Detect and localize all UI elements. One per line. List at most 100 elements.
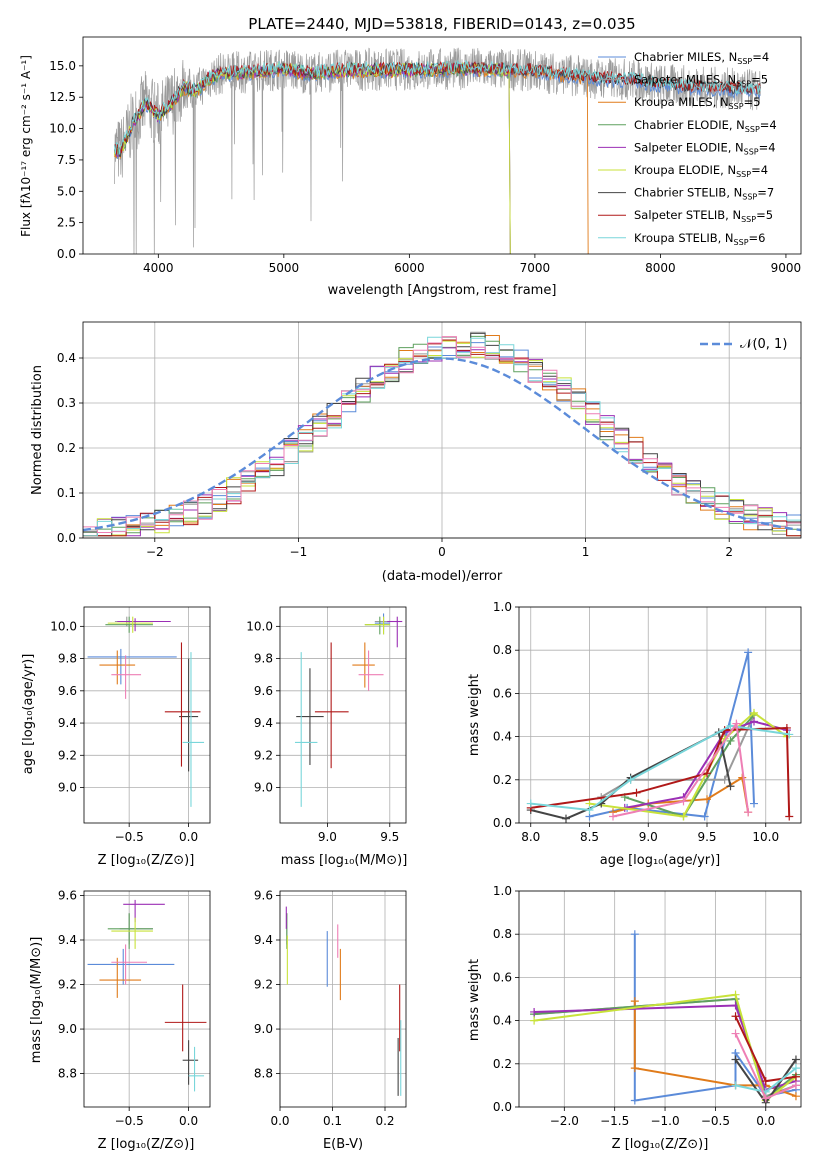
weight-lines — [526, 648, 794, 823]
y-tick-label: 10.0 — [50, 619, 77, 633]
weight-marker — [785, 730, 794, 739]
legend-entry: Chabrier STELIB, NSSP=7 — [634, 186, 774, 202]
spectrum-legend: Chabrier MILES, NSSP=4 Salpeter MILES, NS… — [598, 50, 777, 247]
axes-frame — [518, 890, 802, 1108]
weight-marker — [750, 717, 758, 726]
errorbar-points — [87, 899, 207, 1092]
spectrum-data-line — [114, 47, 761, 254]
y-tick-label: 9.4 — [254, 933, 273, 947]
y-tick-label: 9.2 — [58, 748, 77, 762]
errorbar-points — [285, 906, 402, 1096]
y-tick-label: 0.0 — [57, 247, 76, 261]
weight-marker — [750, 708, 758, 717]
y-tick-label: 9.0 — [254, 1022, 273, 1036]
axes-frame — [82, 36, 802, 255]
x-tick-label: −1.0 — [650, 1114, 679, 1128]
x-tick-label: 0.1 — [323, 1114, 342, 1128]
weight-marker — [632, 788, 641, 797]
y-tick-label: 0.0 — [57, 531, 76, 545]
residuals-legend-label: 𝒩(0, 1) — [740, 337, 787, 352]
weight-z-ylabel: mass weight — [467, 959, 482, 1041]
x-tick-label: 8.5 — [580, 830, 599, 844]
axes-frame — [279, 890, 407, 1108]
y-tick-label: 9.0 — [58, 1022, 77, 1036]
model-line-kroupa-stelib — [113, 59, 761, 155]
legend-entry: Salpeter STELIB, NSSP=5 — [634, 208, 773, 224]
x-tick-label: −0.5 — [701, 1114, 730, 1128]
weight-marker — [791, 1072, 800, 1081]
chart-title: PLATE=2440, MJD=53818, FIBERID=0143, z=0… — [248, 15, 635, 33]
y-tick-label: 8.8 — [58, 1067, 77, 1081]
weight-marker — [720, 775, 729, 784]
x-tick-label: 0.0 — [179, 1114, 198, 1128]
y-tick-label: 9.4 — [58, 716, 77, 730]
weight-marker — [785, 812, 794, 821]
legend-entry: Chabrier ELODIE, NSSP=4 — [634, 118, 777, 134]
x-tick-label: 6000 — [394, 261, 425, 275]
x-tick-label: 4000 — [143, 261, 174, 275]
legend-entry: Kroupa STELIB, NSSP=6 — [634, 231, 765, 247]
x-tick-label: 9.0 — [639, 830, 658, 844]
legend-entry: Salpeter MILES, NSSP=5 — [634, 73, 768, 89]
y-tick-label: 1.0 — [493, 600, 512, 614]
x-tick-label: 8.0 — [521, 830, 540, 844]
y-tick-label: 9.2 — [254, 748, 273, 762]
weight-line-kroupa-stelib — [530, 724, 790, 812]
y-tick-label: 9.6 — [254, 684, 273, 698]
weight-marker — [726, 721, 735, 730]
errorbar-points — [87, 616, 205, 807]
x-tick-label: 2 — [725, 545, 733, 559]
axes-frame — [279, 606, 407, 824]
weight-marker — [782, 723, 791, 732]
x-tick-label: 9000 — [771, 261, 802, 275]
weight-marker — [530, 1007, 539, 1016]
y-tick-label: 9.4 — [58, 933, 77, 947]
y-tick-label: 0.4 — [493, 730, 512, 744]
histograms — [82, 331, 802, 537]
weight-marker — [700, 812, 709, 821]
weight-age-xlabel: age [log₁₀(age/yr)] — [600, 853, 721, 868]
weight-marker — [609, 812, 617, 821]
axes-frame — [83, 890, 211, 1108]
x-tick-label: −1.5 — [600, 1114, 629, 1128]
age-z-ylabel: age [log₁₀(age/yr)] — [21, 654, 36, 775]
weight-age-ylabel: mass weight — [467, 674, 482, 756]
spectrum-ylabel: Flux [fλ10⁻¹⁷ erg cm⁻² s⁻¹ A⁻¹] — [19, 55, 33, 237]
y-tick-label: 0.0 — [493, 1100, 512, 1114]
x-tick-label: 5000 — [269, 261, 300, 275]
y-tick-label: 9.8 — [58, 652, 77, 666]
x-tick-label: 1 — [582, 545, 590, 559]
weight-marker — [630, 930, 639, 939]
age-mass-xlabel: mass [log₁₀(M/M⊙)] — [281, 853, 408, 868]
y-tick-label: 9.6 — [58, 888, 77, 902]
mass-z-xlabel: Z [log₁₀(Z/Z⊙)] — [98, 1137, 195, 1152]
weight-marker — [626, 775, 635, 784]
weight-marker — [732, 719, 741, 728]
weight-marker — [530, 1016, 539, 1025]
y-tick-label: 15.0 — [49, 59, 76, 73]
y-tick-label: 0.2 — [493, 773, 512, 787]
y-tick-label: 0.6 — [493, 686, 512, 700]
y-tick-label: 9.0 — [58, 781, 77, 795]
x-tick-label: 9.5 — [697, 830, 716, 844]
mass-ebv-xlabel: E(B-V) — [323, 1137, 363, 1152]
weight-marker — [726, 782, 735, 791]
y-tick-label: 9.2 — [254, 978, 273, 992]
y-tick-label: 0.4 — [493, 1014, 512, 1028]
y-tick-label: 9.6 — [58, 684, 77, 698]
y-tick-label: 0.3 — [57, 396, 76, 410]
y-tick-label: 9.0 — [254, 781, 273, 795]
weight-line-salpeter-stelib — [530, 726, 791, 817]
weight-marker — [526, 799, 535, 808]
y-tick-label: 0.2 — [57, 441, 76, 455]
y-tick-label: 0.0 — [493, 816, 512, 830]
weight-marker — [791, 1055, 800, 1064]
legend-entry: Kroupa MILES, NSSP=5 — [634, 95, 760, 111]
x-tick-label: 0.0 — [270, 1114, 289, 1128]
weight-marker — [744, 648, 753, 657]
weight-marker — [726, 736, 735, 745]
y-tick-label: 9.6 — [254, 888, 273, 902]
y-tick-label: 1.0 — [493, 884, 512, 898]
x-tick-label: −0.5 — [115, 1114, 144, 1128]
